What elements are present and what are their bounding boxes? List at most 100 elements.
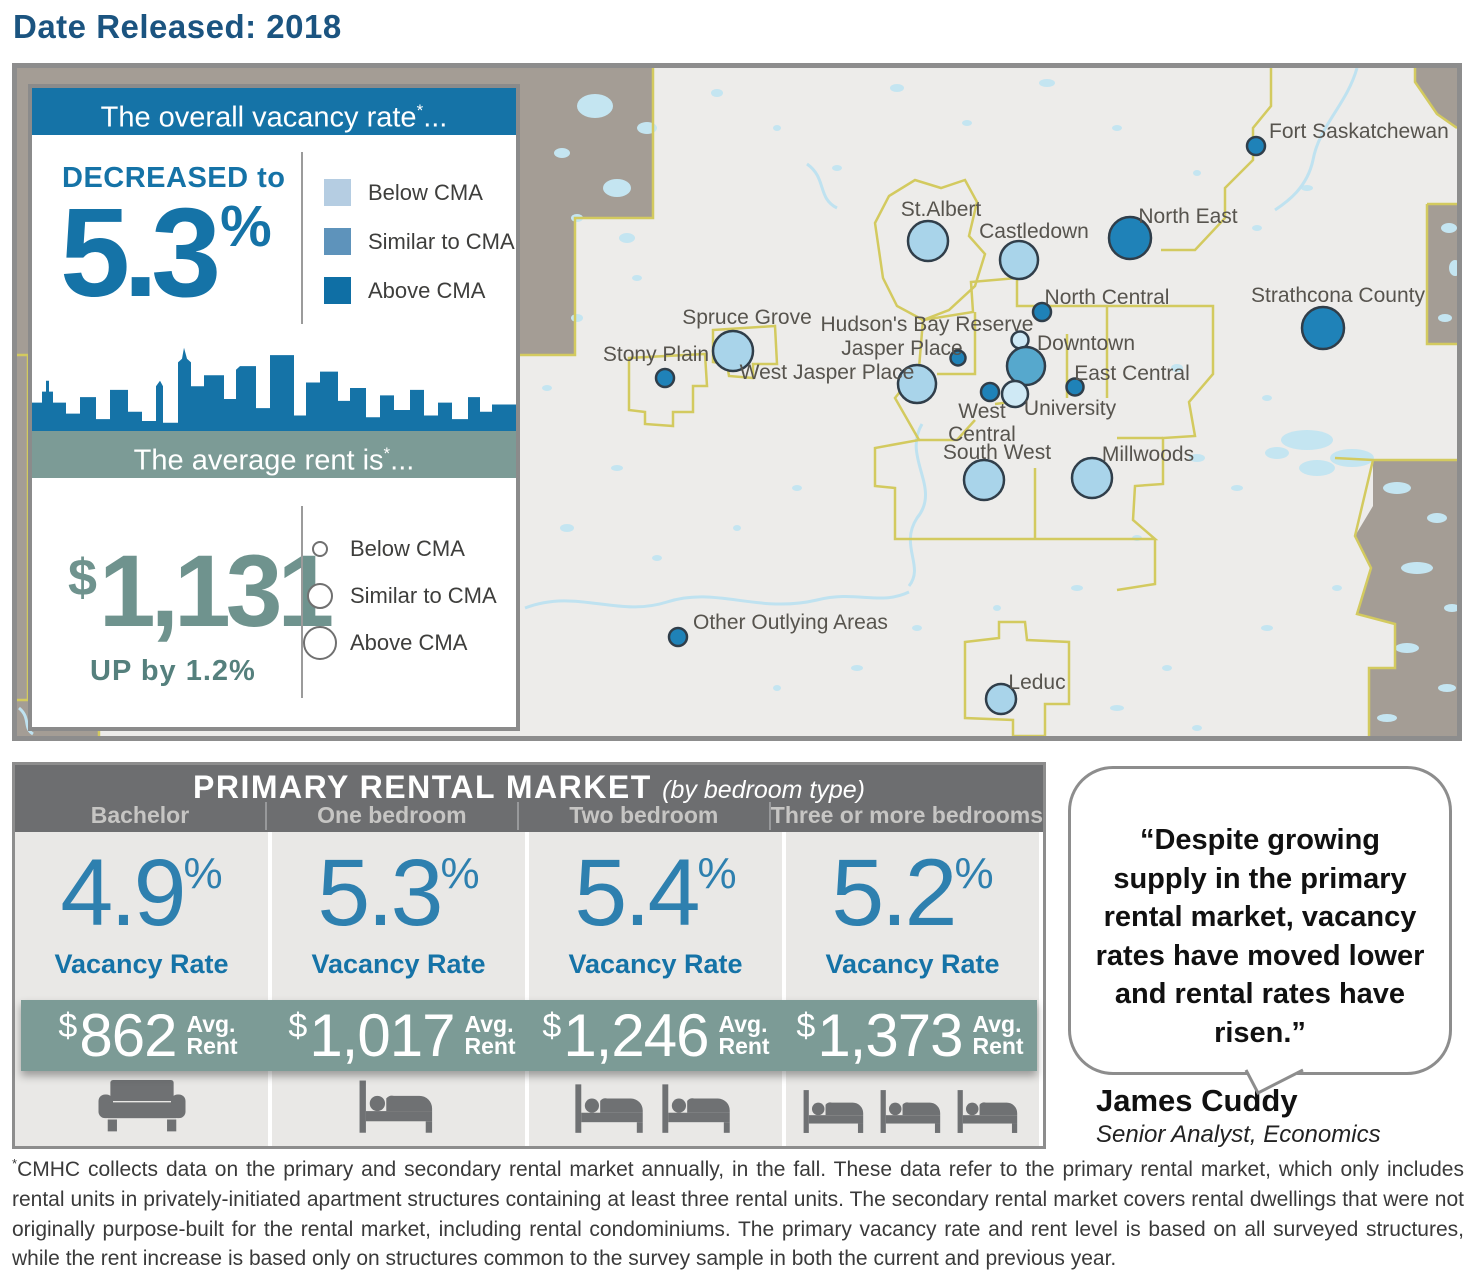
avg-rent-one-bedroom: $1,017 Avg. Rent	[288, 1001, 516, 1069]
circle-medium-icon	[307, 582, 333, 609]
column-header-one-bedroom: One bedroom	[264, 802, 517, 830]
legend-item-above: Above CMA	[324, 266, 515, 315]
map-markers-layer	[654, 135, 1346, 716]
column-header-two-bedroom: Two bedroom	[516, 802, 769, 830]
percent-sign: %	[220, 194, 272, 259]
bed-icon	[572, 1082, 652, 1134]
table-body: 4.9% Vacancy Rate 5.3% Vacancy Rate 5.4%…	[15, 832, 1043, 1146]
map-marker-east-central	[1065, 377, 1085, 397]
vacancy-change-word: DECREASED to	[62, 162, 286, 194]
legend-square-below	[324, 179, 351, 206]
vacancy-rate-caption: Vacancy Rate	[825, 949, 1000, 979]
map-label-spruce-grove: Spruce Grove	[682, 306, 812, 329]
average-rent-value: $1,131	[68, 534, 334, 648]
legend-item-below: Below CMA	[300, 525, 497, 572]
rent-header-bar: The average rent is*...	[32, 431, 516, 478]
map-marker-spruce-grove	[711, 329, 755, 373]
avg-rent-three-plus: $1,373 Avg. Rent	[796, 1001, 1024, 1069]
map-label-other-outlying-areas: Other Outlying Areas	[693, 611, 888, 634]
map-marker-fort-saskatchewan	[1245, 135, 1267, 157]
footnote: *CMHC collects data on the primary and s…	[12, 1156, 1464, 1271]
avg-rent-bachelor: $862 Avg. Rent	[58, 1001, 238, 1069]
map-label-east-central: East Central	[1074, 362, 1190, 385]
map-label-university: University	[1024, 397, 1117, 420]
map-label-leduc: Leduc	[1008, 671, 1065, 694]
column-bachelor: 4.9% Vacancy Rate	[15, 832, 272, 1146]
bachelor-icons	[15, 1076, 268, 1134]
vacancy-rate-value: 5.3%	[60, 182, 272, 323]
quote-text: “Despite growing supply in the primary r…	[1095, 824, 1425, 1049]
rent-change-text: UP by 1.2%	[90, 655, 256, 687]
table-header: PRIMARY RENTAL MARKET (by bedroom type) …	[15, 765, 1043, 832]
map-label-north-east: North East	[1138, 205, 1237, 228]
table-subtitle: (by bedroom type)	[662, 776, 866, 804]
legend-item-similar: Similar to CMA	[300, 572, 497, 619]
map-label-millwoods: Millwoods	[1102, 443, 1194, 466]
map-marker-university	[1000, 379, 1030, 409]
vacancy-rate-caption: Vacancy Rate	[311, 949, 486, 979]
map-marker-millwoods	[1070, 456, 1114, 500]
vacancy-rate-value: 5.2%	[831, 840, 994, 946]
legend-item-below: Below CMA	[324, 168, 515, 217]
map-marker-north-east	[1107, 215, 1153, 261]
map-marker-west-central	[979, 381, 1001, 403]
footnote-star: *	[12, 1156, 18, 1171]
one-bedroom-icons	[272, 1078, 525, 1134]
lakes-layer	[542, 79, 1457, 731]
rivers-layer	[17, 68, 1359, 736]
map-marker-south-west	[962, 458, 1006, 502]
vacancy-header-bar: The overall vacancy rate*...	[32, 88, 516, 135]
column-headers: Bachelor One bedroom Two bedroom Three o…	[15, 802, 1043, 830]
divider	[301, 152, 303, 324]
column-header-three-plus: Three or more bedrooms	[768, 802, 1043, 830]
map-label-west-central: West	[958, 400, 1006, 423]
bed-icon	[355, 1078, 443, 1134]
map-marker-jasper-place	[949, 349, 967, 367]
bed-icon	[659, 1082, 739, 1134]
three-plus-icons	[786, 1088, 1039, 1134]
vacancy-rate-value: 5.3%	[317, 840, 480, 946]
footnote-star: *	[383, 444, 391, 463]
city-skyline-graphic	[32, 347, 516, 431]
bed-icon	[878, 1088, 948, 1134]
legend-square-above	[324, 277, 351, 304]
avg-rent-two-bedroom: $1,246 Avg. Rent	[542, 1001, 770, 1069]
vacancy-rate-caption: Vacancy Rate	[568, 949, 743, 979]
table-title: PRIMARY RENTAL MARKET (by bedroom type)	[192, 769, 866, 805]
stats-card: The overall vacancy rate*... DECREASED t…	[28, 84, 520, 731]
rent-legend: Below CMA Similar to CMA Above CMA	[300, 525, 497, 666]
vacancy-header-text: The overall vacancy rate	[100, 101, 417, 134]
map-label-strathcona-county: Strathcona County	[1251, 284, 1425, 307]
map-label-st-albert: St.Albert	[901, 198, 982, 221]
legend-square-similar	[324, 228, 351, 255]
map-label-hudsons-bay-reserve: Hudson's Bay Reserve	[821, 313, 1034, 336]
vacancy-rate-value: 4.9%	[60, 840, 223, 946]
column-two-bedroom: 5.4% Vacancy Rate	[529, 832, 786, 1146]
footnote-star: *	[416, 101, 424, 120]
column-one-bedroom: 5.3% Vacancy Rate	[272, 832, 529, 1146]
map-label-jasper-place: Jasper Place	[841, 337, 962, 360]
map-marker-other-outlying-areas	[667, 626, 689, 648]
map-label-south-west: South West	[943, 441, 1051, 464]
circle-large-icon	[303, 625, 337, 660]
map-marker-st-albert	[906, 219, 950, 263]
column-three-plus: 5.2% Vacancy Rate	[786, 832, 1043, 1146]
quote-bubble: “Despite growing supply in the primary r…	[1068, 766, 1452, 1096]
legend-item-above: Above CMA	[300, 619, 497, 666]
map-marker-north-central	[1031, 301, 1053, 323]
vacancy-rate-caption: Vacancy Rate	[54, 949, 229, 979]
average-rent-band: $862 Avg. Rent $1,017 Avg. Rent $1,246 Avg…	[21, 1000, 1037, 1071]
quote-bubble-tail	[1244, 1068, 1304, 1096]
map-label-west-central: Central	[948, 423, 1016, 446]
map-marker-castledown	[998, 239, 1040, 281]
vacancy-rate-value: 5.4%	[574, 840, 737, 946]
map-label-north-central: North Central	[1045, 286, 1170, 309]
map-marker-strathcona-county	[1300, 305, 1346, 351]
page-title: Date Released: 2018	[13, 8, 342, 45]
bed-icon	[801, 1088, 871, 1134]
column-header-bachelor: Bachelor	[90, 802, 190, 828]
map-label-castledown: Castledown	[979, 220, 1089, 243]
map-marker-stony-plain	[654, 367, 676, 389]
